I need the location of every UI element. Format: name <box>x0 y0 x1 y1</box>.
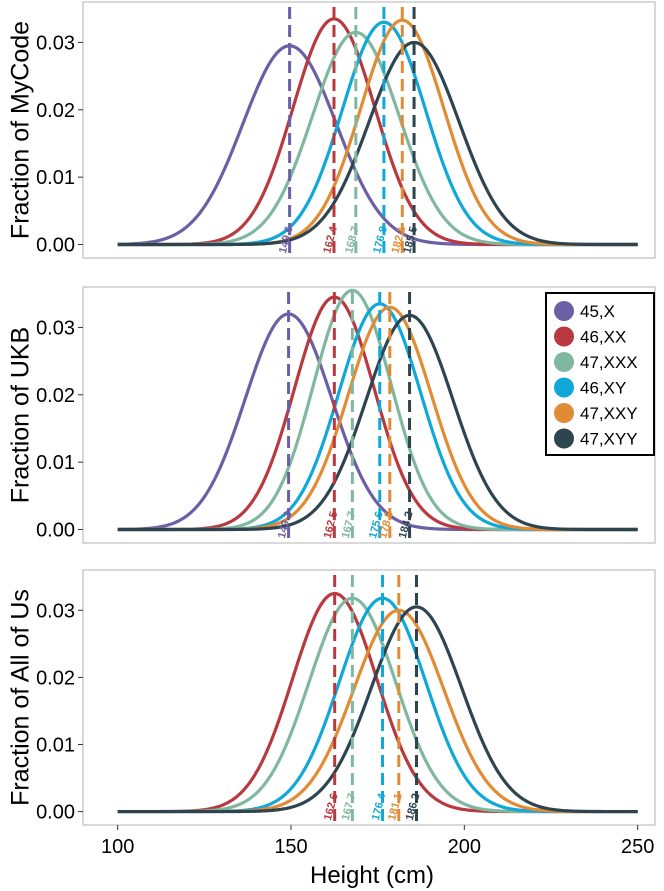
mean-label: 186.2 <box>404 792 423 822</box>
legend-marker <box>554 377 574 398</box>
y-tick-label: 0.03 <box>36 32 75 54</box>
mean-label: 162.4 <box>321 224 340 255</box>
y-tick-label: 0.02 <box>36 667 75 689</box>
panel-frame <box>82 569 656 826</box>
series-line-45-X <box>117 44 638 247</box>
y-tick-label: 0.03 <box>36 600 75 622</box>
y-tick-label: 0.00 <box>36 520 75 542</box>
series-line-47-XYY <box>117 313 638 532</box>
mean-label: 167.7 <box>340 510 359 540</box>
series-line-47-XYY <box>117 40 638 247</box>
mean-label: 162.5 <box>322 510 341 540</box>
legend-label: 47,XXX <box>580 353 638 372</box>
legend-label: 45,X <box>580 302 615 321</box>
legend: 45,X 46,XX 47,XXX 46,XY 47,XXY 47,XYY <box>545 292 655 456</box>
mean-label: 168.7 <box>343 225 362 255</box>
x-tick-label: 200 <box>448 836 481 858</box>
series-group <box>117 288 638 543</box>
y-axis-label: Fraction of MyCode <box>7 21 35 239</box>
legend-label: 47,XYY <box>580 430 638 449</box>
legend-label: 46,XY <box>580 379 626 398</box>
y-tick-label: 0.02 <box>36 100 75 122</box>
y-tick-label: 0.03 <box>36 317 75 339</box>
legend-marker <box>554 428 574 449</box>
y-tick-label: 0.00 <box>36 802 75 824</box>
series-line-46-XX <box>117 591 638 814</box>
y-tick-label: 0.00 <box>36 235 75 257</box>
legend-marker <box>554 326 574 347</box>
legend-marker <box>554 403 574 423</box>
mean-label: 181.1 <box>386 792 405 822</box>
x-axis-label: Height (cm) <box>310 862 434 889</box>
x-tick-label: 150 <box>274 836 307 858</box>
series-line-47-XXY <box>117 608 638 814</box>
y-axis-label: Fraction of UKB <box>7 327 35 503</box>
legend-label: 47,XXY <box>580 404 638 423</box>
x-axis: 100 150 200 250 <box>101 825 654 858</box>
series-line-47-XYY <box>117 605 638 814</box>
y-axis-label: Fraction of All of Us <box>7 589 35 806</box>
x-tick-label: 250 <box>621 836 654 858</box>
mean-label: 167.7 <box>340 792 359 822</box>
y-tick-label: 0.02 <box>36 385 75 407</box>
y-tick-label: 0.01 <box>36 452 75 474</box>
legend-marker <box>554 301 574 321</box>
legend-label: 46,XX <box>580 328 626 347</box>
y-tick-label: 0.01 <box>36 734 75 756</box>
series-group <box>117 575 638 825</box>
series-group <box>117 7 638 258</box>
mean-label: 162.6 <box>322 792 341 822</box>
legend-marker <box>554 352 574 372</box>
mean-label: 176.8 <box>371 225 390 255</box>
y-tick-label: 0.01 <box>36 167 75 189</box>
x-tick-label: 100 <box>101 836 134 858</box>
panel-frame <box>82 1 656 259</box>
